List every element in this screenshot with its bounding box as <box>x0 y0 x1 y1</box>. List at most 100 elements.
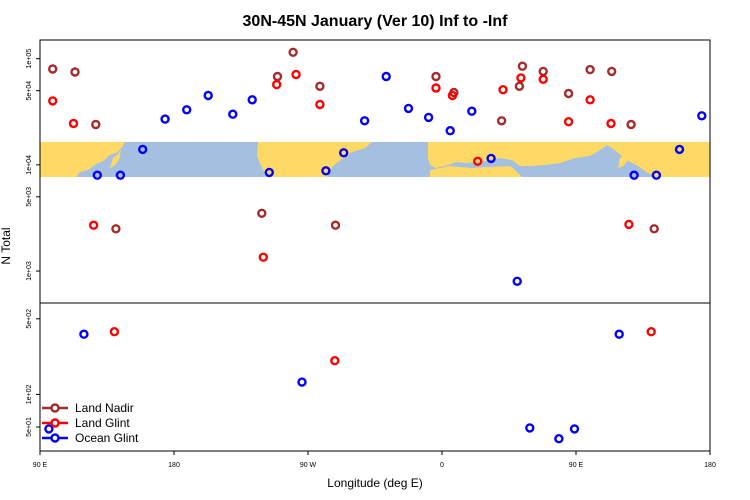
map-land-japan <box>110 150 121 168</box>
world-map-band <box>40 142 710 177</box>
plot-frames <box>39 39 711 452</box>
ocean-glint-point <box>486 153 496 164</box>
x-tick-label: 180 <box>168 462 180 469</box>
x-tick-label: 90 E <box>33 462 48 469</box>
land-glint-point <box>538 74 548 85</box>
ocean-glint-point <box>92 170 103 180</box>
y-tick-label: 5e+01 <box>26 417 33 437</box>
ocean-glint-point <box>697 111 707 121</box>
legend-label-ocean-glint: Ocean Glint <box>75 431 139 445</box>
land-nadir-point <box>585 64 595 75</box>
land-glint-point <box>585 95 595 105</box>
land-glint-point <box>330 356 340 366</box>
ocean-glint-point <box>203 90 213 101</box>
map-land-asia <box>40 142 125 177</box>
x-axis: 90 E 180 90 W 0 90 E 180 <box>33 451 716 469</box>
land-nadir-point <box>649 224 659 234</box>
ocean-glint-point <box>264 167 274 178</box>
land-nadir-point <box>257 208 267 219</box>
legend-label-land-glint: Land Glint <box>75 416 130 430</box>
ocean-glint-point <box>614 329 624 339</box>
data-points <box>44 47 707 444</box>
land-glint-point <box>315 99 325 110</box>
map-land-north-africa <box>430 166 522 177</box>
ocean-glint-point <box>569 424 580 434</box>
ocean-glint-point <box>247 95 257 105</box>
ocean-glint-point <box>423 112 434 123</box>
ocean-glint-point <box>228 109 238 119</box>
ocean-glint-point <box>651 170 662 180</box>
land-glint-point <box>516 73 526 83</box>
ocean-glint-point <box>359 116 370 126</box>
land-nadir-point <box>517 61 528 71</box>
map-land-japan-2 <box>618 149 631 168</box>
land-glint-point <box>498 84 508 95</box>
land-nadir-point <box>70 67 80 77</box>
land-glint-point <box>109 327 120 337</box>
land-nadir-point <box>91 119 101 130</box>
land-glint-point <box>431 83 441 93</box>
land-glint-point <box>447 90 458 101</box>
land-glint-point <box>272 79 282 90</box>
y-tick-label: 1e+02 <box>26 384 33 404</box>
x-tick-label: 180 <box>704 462 716 469</box>
ocean-glint-point <box>339 148 349 158</box>
ocean-glint-point <box>525 423 535 433</box>
ocean-glint-point <box>160 114 170 124</box>
ocean-glint-point <box>467 106 477 116</box>
land-nadir-point <box>563 88 574 99</box>
land-glint-point <box>68 118 79 129</box>
ocean-glint-point <box>381 71 391 82</box>
ocean-glint-point <box>554 434 564 444</box>
x-axis-label: Longitude (deg E) <box>327 476 422 490</box>
lower-plot-frame <box>39 302 711 452</box>
ocean-glint-point <box>629 170 639 180</box>
land-glint-point <box>606 118 616 129</box>
land-nadir-point <box>431 71 441 82</box>
land-glint-point <box>258 252 268 262</box>
legend-marker-ocean-glint <box>50 433 60 443</box>
ocean-glint-point <box>137 144 148 155</box>
ocean-glint-point <box>79 329 89 339</box>
chart-title: 30N-45N January (Ver 10) Inf to -Inf <box>243 13 509 30</box>
y-axis-label: N Total <box>0 227 13 264</box>
x-tick-label: 0 <box>440 462 444 469</box>
y-tick-label: 1e+04 <box>26 155 33 175</box>
ocean-glint-point <box>674 144 685 155</box>
ocean-glint-point <box>445 125 455 136</box>
land-glint-point <box>291 69 301 80</box>
land-nadir-point <box>514 81 525 92</box>
land-nadir-point <box>272 71 283 82</box>
y-tick-label: 1e+05 <box>26 49 33 69</box>
land-nadir-point <box>288 47 298 57</box>
ocean-glint-point <box>181 105 192 115</box>
land-glint-point <box>88 220 99 230</box>
land-nadir-point <box>538 66 548 77</box>
legend-label-land-nadir: Land Nadir <box>75 401 134 415</box>
land-glint-point <box>563 116 574 127</box>
map-land-eurasia <box>428 142 710 177</box>
ocean-glint-point <box>297 377 307 387</box>
land-glint-point <box>473 156 483 167</box>
ocean-glint-point <box>115 170 126 180</box>
land-nadir-point <box>111 224 121 234</box>
y-axis: 1e+03 5e+03 1e+04 5e+04 1e+05 5e+01 1e+02 5e+02 <box>26 49 40 437</box>
ocean-glint-point <box>512 276 522 286</box>
land-glint-point <box>646 327 656 337</box>
y-tick-label: 1e+03 <box>26 261 33 281</box>
land-nadir-point <box>607 66 617 77</box>
legend-marker-land-glint <box>50 418 60 428</box>
ocean-glint-point <box>403 103 414 114</box>
land-glint-point <box>48 96 58 106</box>
land-nadir-point <box>496 116 507 126</box>
y-tick-label: 5e+02 <box>26 309 33 329</box>
ocean-glint-point <box>321 166 331 176</box>
x-tick-label: 90 W <box>300 462 317 469</box>
y-tick-label: 5e+04 <box>26 81 33 101</box>
y-tick-label: 5e+03 <box>26 187 33 207</box>
legend-marker-land-nadir <box>50 403 60 413</box>
land-nadir-point <box>330 220 341 230</box>
land-glint-point <box>624 219 634 230</box>
